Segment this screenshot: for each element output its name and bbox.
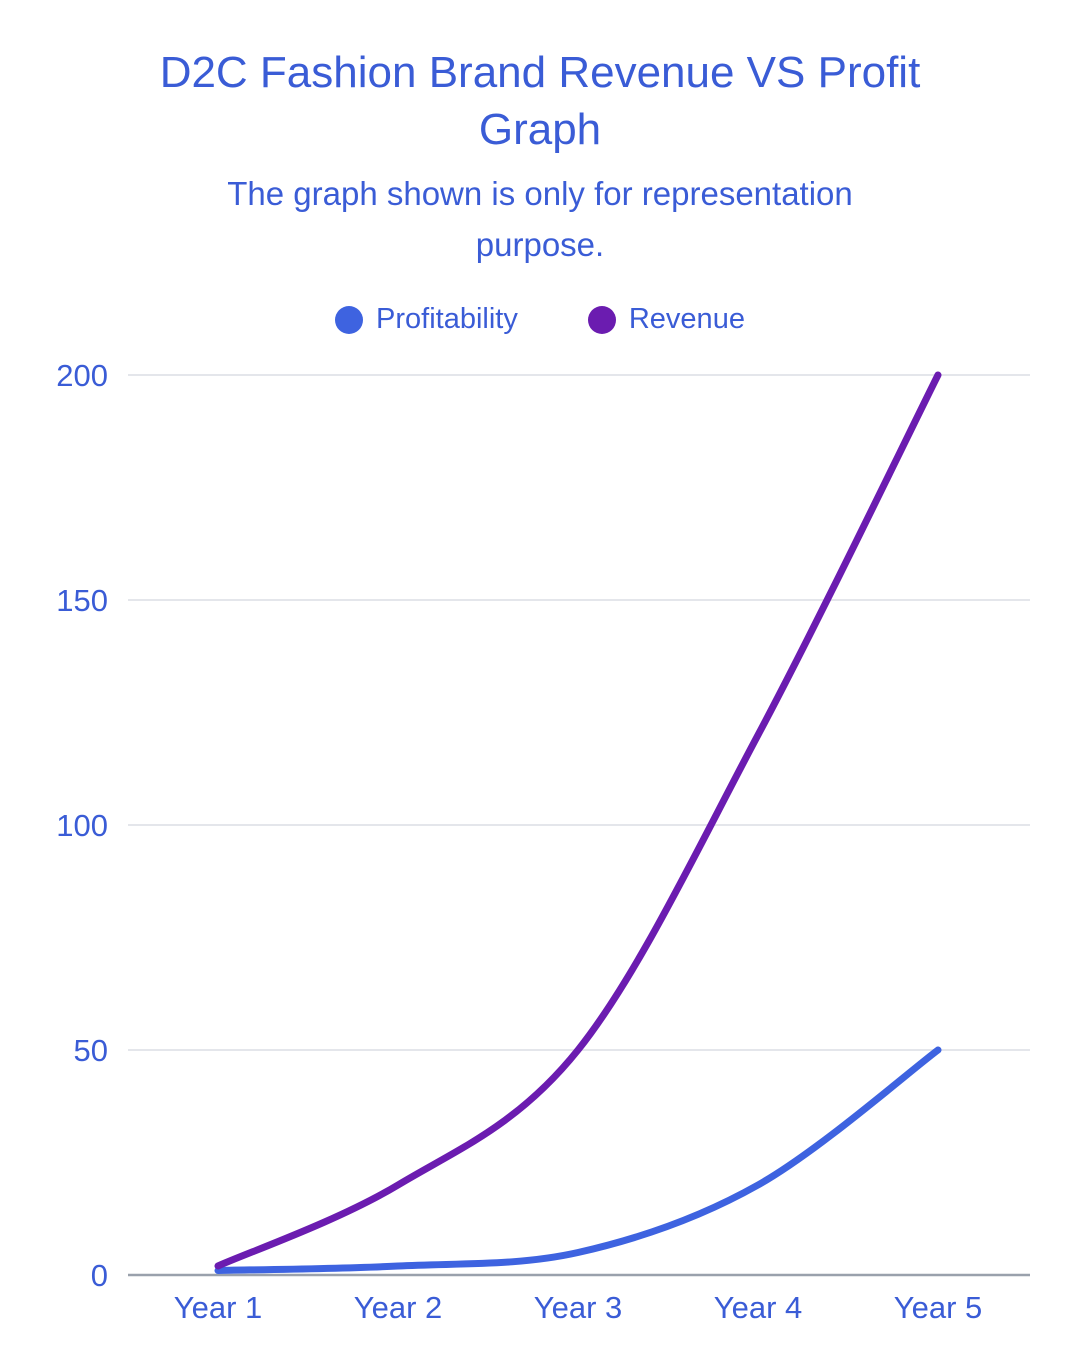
x-tick-label: Year 1 (174, 1290, 263, 1325)
legend-item-profitability[interactable]: Profitability (335, 303, 518, 336)
y-tick-label: 200 (56, 358, 108, 393)
legend-label-profitability: Profitability (376, 303, 518, 335)
y-tick-label: 100 (56, 808, 108, 843)
x-tick-label: Year 3 (534, 1290, 623, 1325)
revenue-legend-dot-icon (587, 305, 616, 334)
y-tick-label: 50 (74, 1033, 108, 1068)
legend-item-revenue[interactable]: Revenue (587, 303, 745, 336)
x-tick-label: Year 2 (354, 1290, 443, 1325)
y-tick-label: 0 (91, 1258, 108, 1293)
profitability-line (214, 1046, 942, 1274)
y-tick-label: 150 (56, 583, 108, 618)
chart-subtitle: The graph shown is only for representati… (227, 175, 853, 264)
legend-label-revenue: Revenue (628, 303, 745, 335)
chart-title: D2C Fashion Brand Revenue VS Profit Grap… (159, 48, 921, 155)
revenue-line (214, 371, 942, 1270)
profitability-legend-dot-icon (335, 305, 364, 334)
x-tick-label: Year 5 (894, 1290, 983, 1325)
x-tick-label: Year 4 (714, 1290, 803, 1325)
chart-legend: Profitability Revenue (0, 303, 1080, 336)
